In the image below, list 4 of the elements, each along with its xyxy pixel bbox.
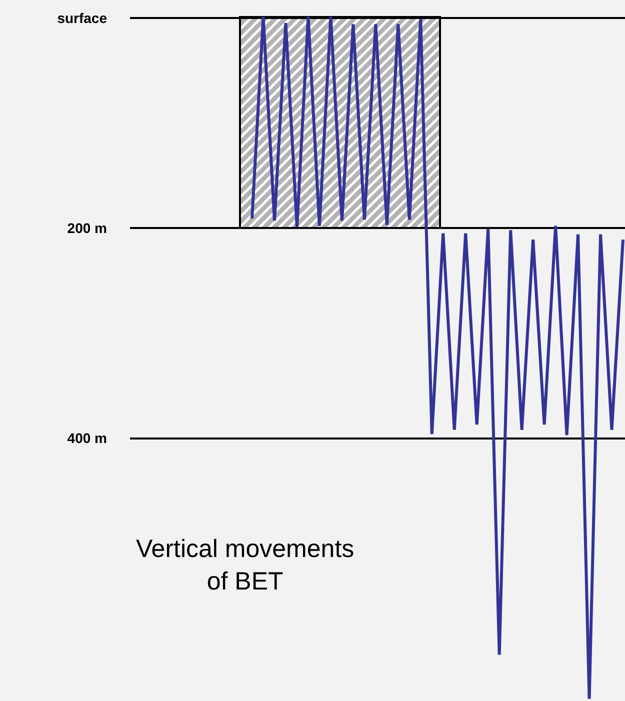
annotation: Vertical movements of BET [136, 535, 354, 596]
y-tick-label: 200 m [67, 220, 107, 236]
y-tick-label: surface [57, 10, 108, 26]
y-tick-label: 400 m [67, 430, 107, 446]
